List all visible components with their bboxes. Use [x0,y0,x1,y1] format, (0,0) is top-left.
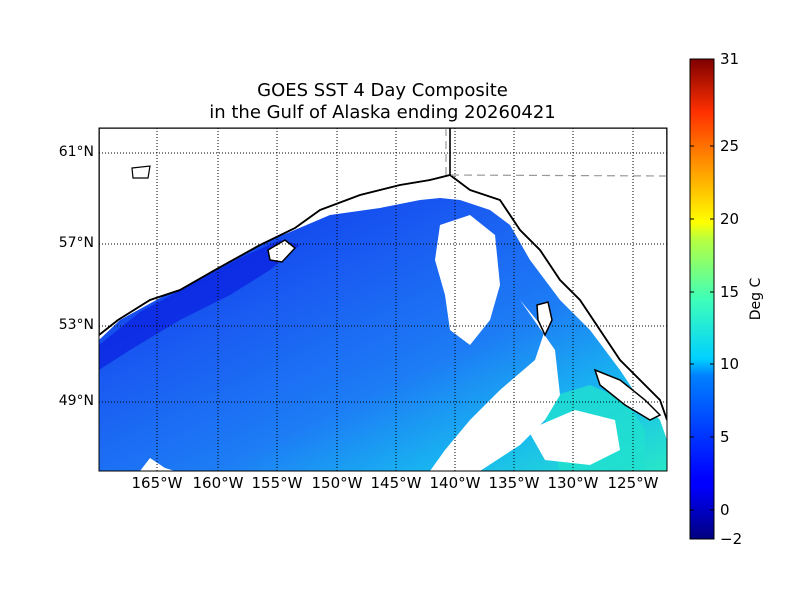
cloud-gap-central [435,215,500,345]
colorbar-tick-label: 10 [720,355,740,373]
colorbar-tick-label: 25 [720,137,740,155]
coastline [99,174,667,421]
island-haida-gwaii [536,301,553,337]
lon-label-140: 140°W [429,474,481,492]
colorbar-tick-label: 5 [720,428,730,446]
lon-label-150: 150°W [311,474,363,492]
map-frame [98,127,668,472]
colorbar-label: Deg C [748,277,764,321]
lat-label-53: 53°N [58,317,94,333]
lat-label-61: 61°N [58,144,94,160]
lat-label-49: 49°N [58,393,94,409]
sst-map [99,128,667,471]
lon-label-130: 130°W [547,474,599,492]
graticule [99,128,667,471]
lon-label-165: 165°W [131,474,183,492]
colorbar [689,58,715,540]
lon-label-155: 155°W [251,474,303,492]
cold-water-band [99,240,300,370]
canada-border [445,128,667,177]
island-aleutian [131,165,151,179]
colorbar-tick-label: 20 [720,210,740,228]
lat-label-57: 57°N [58,235,94,251]
cloud-gap-southeast [528,410,620,465]
colorbar-ticks [690,58,714,511]
colorbar-tick-label: −2 [720,530,743,548]
island-vancouver [593,368,662,421]
cloud-gap-south [430,300,560,471]
colorbar-tick-label: 15 [720,283,740,301]
map-subtitle: in the Gulf of Alaska ending 20260421 [209,102,556,123]
map-title: GOES SST 4 Day Composite [257,80,508,101]
lon-label-160: 160°W [192,474,244,492]
lon-label-125: 125°W [607,474,659,492]
lon-label-145: 145°W [370,474,422,492]
island-kodiak [267,239,297,263]
colorbar-tick-label: 0 [720,501,730,519]
lon-label-135: 135°W [488,474,540,492]
colorbar-tick-label: 31 [720,50,740,68]
